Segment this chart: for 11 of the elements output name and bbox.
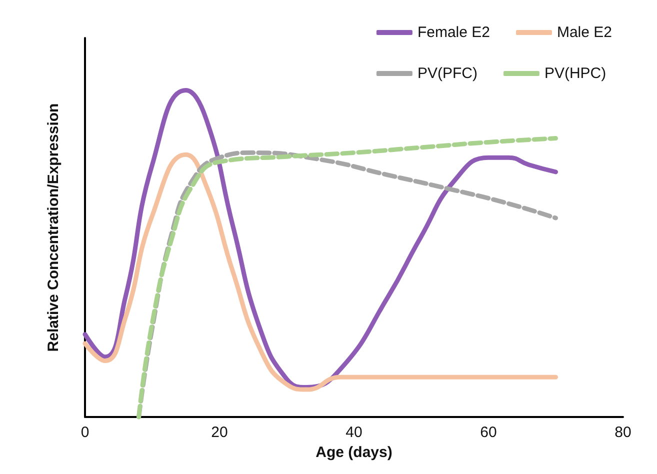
y-axis-title: Relative Concentration/Expression [45, 103, 62, 352]
legend-label: Female E2 [417, 24, 490, 41]
legend-label: PV(HPC) [544, 65, 606, 82]
x-tick-label: 0 [80, 424, 90, 441]
x-axis-title: Age (days) [316, 444, 392, 461]
x-tick-label: 60 [480, 424, 497, 441]
x-tick-label: 20 [211, 424, 228, 441]
legend-label: Male E2 [556, 24, 612, 41]
x-tick-label: 40 [346, 424, 362, 441]
legend-label: PV(PFC) [417, 65, 478, 82]
x-tick-label: 80 [614, 424, 632, 441]
